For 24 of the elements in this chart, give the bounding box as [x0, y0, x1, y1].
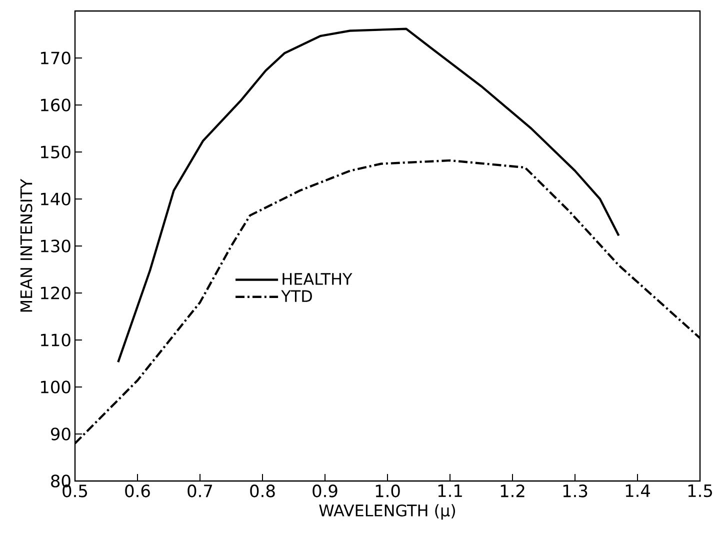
y-tick-label: 130 [41, 240, 70, 252]
x-tick-label: 0.9 [312, 484, 338, 498]
x-tick-label: 1.4 [626, 484, 650, 497]
x-tick-label: 1.1 [438, 484, 462, 497]
x-axis-title: WAVELENGTH (μ) [319, 504, 456, 520]
y-tick-label: 120 [41, 286, 70, 300]
x-tick-label: 1.5 [688, 484, 712, 498]
x-tick-label: 0.8 [250, 484, 275, 498]
y-tick-label: 150 [41, 146, 70, 158]
x-tick-label: 0.6 [125, 484, 150, 498]
x-tick-label: 1.3 [563, 484, 588, 498]
x-tick-label: 1.0 [376, 484, 400, 498]
y-axis-title: MEAN INTENSITY [20, 178, 32, 312]
y-tick-label: 170 [41, 52, 70, 64]
line-series [117, 28, 620, 364]
y-tick-label: 110 [41, 334, 70, 346]
y-tick-label: 140 [41, 192, 70, 206]
x-tick-label: 0.7 [188, 484, 212, 498]
y-tick-label: 160 [41, 98, 70, 112]
legend-label: YTD [281, 290, 312, 302]
legend-label: HEALTHY [282, 273, 352, 285]
y-tick-label: 90 [50, 428, 70, 440]
y-tick-label: 100 [41, 380, 70, 394]
x-tick-label: 1.2 [500, 484, 524, 498]
